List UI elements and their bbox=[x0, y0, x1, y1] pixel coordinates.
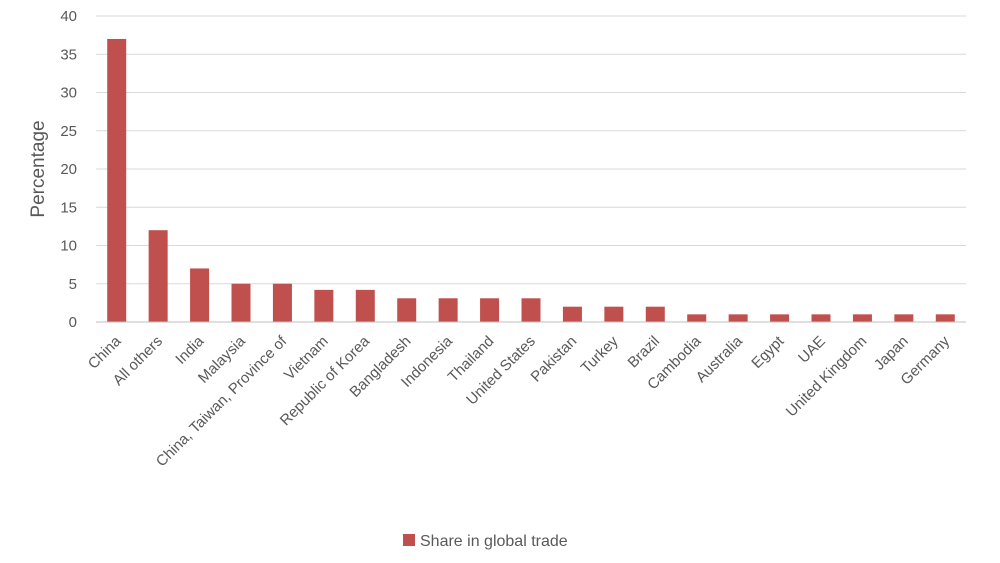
bar bbox=[314, 289, 334, 322]
y-tick-label: 5 bbox=[69, 276, 77, 293]
bar bbox=[231, 283, 251, 322]
bar bbox=[397, 298, 417, 322]
bar bbox=[107, 38, 127, 322]
x-tick-label: India bbox=[172, 332, 207, 367]
x-tick-label: Pakistan bbox=[528, 333, 581, 386]
x-tick-label: UAE bbox=[795, 333, 829, 367]
legend: Share in global trade bbox=[403, 533, 568, 550]
bar bbox=[480, 298, 500, 322]
bar bbox=[645, 306, 665, 322]
bars bbox=[107, 38, 955, 322]
y-tick-label: 20 bbox=[60, 161, 77, 178]
legend-swatch bbox=[403, 534, 415, 546]
bar bbox=[604, 306, 624, 322]
y-tick-label: 15 bbox=[60, 199, 77, 216]
bar bbox=[770, 314, 790, 322]
bar bbox=[438, 298, 458, 322]
y-axis-title: Percentage bbox=[28, 120, 49, 217]
bar bbox=[190, 268, 210, 322]
y-tick-label: 0 bbox=[69, 314, 77, 331]
bar bbox=[355, 289, 375, 322]
gridlines bbox=[96, 15, 966, 285]
legend-label: Share in global trade bbox=[420, 533, 568, 550]
y-tick-label: 10 bbox=[60, 238, 77, 255]
y-tick-label: 25 bbox=[60, 123, 77, 140]
x-tick-label: Egypt bbox=[748, 332, 788, 372]
y-tick-label: 30 bbox=[60, 85, 77, 102]
bar bbox=[562, 306, 582, 322]
y-axis-tick-labels: 0 5 10 15 20 25 30 35 40 bbox=[60, 8, 77, 331]
bar bbox=[521, 298, 541, 322]
x-tick-label: Brazil bbox=[625, 333, 664, 372]
y-tick-label: 40 bbox=[60, 8, 77, 25]
bar bbox=[687, 314, 707, 322]
bar bbox=[894, 314, 914, 322]
x-tick-label: Turkey bbox=[578, 332, 622, 376]
bar bbox=[728, 314, 748, 322]
bar bbox=[935, 314, 955, 322]
x-tick-label: Australia bbox=[693, 332, 747, 386]
bar bbox=[852, 314, 872, 322]
bar bbox=[148, 230, 168, 322]
y-tick-label: 35 bbox=[60, 46, 77, 63]
bar bbox=[811, 314, 831, 322]
bar bbox=[272, 283, 292, 322]
